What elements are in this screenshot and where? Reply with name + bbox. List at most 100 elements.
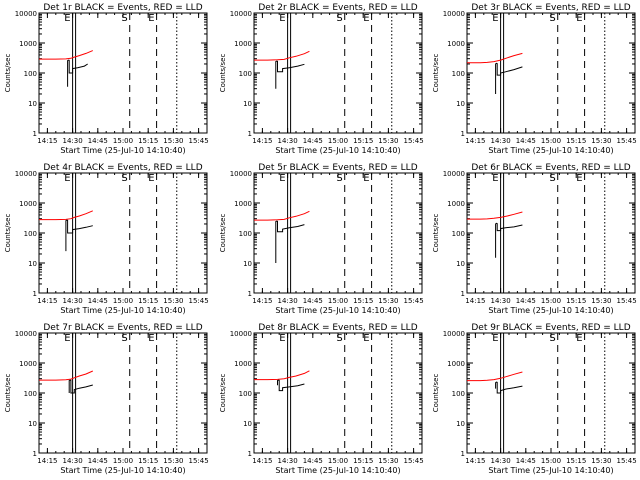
y-tick-label: 1000 — [447, 360, 465, 368]
series-events — [495, 222, 523, 258]
x-tick-label: 14:30 — [278, 457, 298, 465]
x-tick-label: 14:30 — [491, 137, 511, 145]
panel-det-7: Det 7r BLACK = Events, RED = LLD 1 10 100 10… — [4, 323, 209, 475]
y-axis-label: Counts/sec — [432, 54, 440, 93]
series-events — [275, 60, 305, 89]
x-tick-label: 15:00 — [541, 137, 561, 145]
x-tick-label: 15:15 — [138, 457, 158, 465]
y-tick-label: 100 — [239, 230, 252, 238]
y-tick-label: 10000 — [230, 330, 252, 338]
y-tick-label: 10000 — [15, 170, 37, 178]
panel-det-6: Det 6r BLACK = Events, RED = LLD 1 10 100 10… — [432, 163, 637, 315]
y-tick-label: 1000 — [19, 360, 37, 368]
y-axis-label: Counts/sec — [219, 214, 227, 253]
y-tick-label: 10 — [456, 260, 465, 268]
x-axis-label: Start Time (25-Jul-10 14:10:40) — [488, 466, 613, 475]
x-tick-label: 15:15 — [138, 297, 158, 305]
x-tick-label: 14:30 — [278, 297, 298, 305]
panel-det-2: Det 2r BLACK = Events, RED = LLD 1 10 100 10… — [219, 3, 424, 155]
series-lld — [254, 370, 310, 381]
marker-label: E — [363, 13, 369, 24]
x-axis-label: Start Time (25-Jul-10 14:10:40) — [60, 306, 185, 315]
x-tick-label: 15:45 — [404, 457, 424, 465]
y-tick-label: 1 — [461, 130, 465, 138]
y-tick-label: 1000 — [447, 40, 465, 48]
panel-title: Det 2r BLACK = Events, RED = LLD — [258, 3, 417, 13]
panel-title: Det 8r BLACK = Events, RED = LLD — [258, 323, 417, 333]
x-tick-label: 15:30 — [163, 457, 183, 465]
y-tick-label: 10 — [28, 420, 37, 428]
x-tick-label: 15:45 — [189, 137, 209, 145]
y-tick-label: 1 — [33, 450, 37, 458]
marker-label: E — [148, 13, 154, 24]
x-tick-label: 15:45 — [404, 137, 424, 145]
marker-label: S — [121, 333, 127, 344]
x-tick-label: 14:45 — [303, 457, 323, 465]
marker-label: E — [64, 13, 70, 24]
y-tick-label: 1000 — [234, 200, 252, 208]
x-tick-label: 15:30 — [163, 297, 183, 305]
y-tick-label: 10000 — [443, 170, 465, 178]
y-tick-label: 10 — [28, 260, 37, 268]
x-tick-label: 15:00 — [328, 457, 348, 465]
marker-label: S — [549, 173, 555, 184]
y-tick-label: 1000 — [19, 200, 37, 208]
marker-label: E — [363, 173, 369, 184]
x-tick-label: 14:15 — [37, 297, 57, 305]
x-tick-label: 15:45 — [617, 137, 637, 145]
series-lld — [467, 211, 523, 220]
marker-label: E — [148, 333, 154, 344]
marker-label: E — [64, 333, 70, 344]
x-tick-label: 14:45 — [88, 137, 108, 145]
x-tick-label: 14:45 — [88, 457, 108, 465]
plot-frame — [38, 172, 208, 294]
series-lld — [39, 50, 93, 60]
x-tick-label: 15:30 — [591, 457, 611, 465]
series-lld — [467, 371, 523, 382]
y-axis-label: Counts/sec — [4, 374, 12, 413]
marker-label: E — [576, 173, 582, 184]
x-axis-label: Start Time (25-Jul-10 14:10:40) — [60, 466, 185, 475]
x-tick-label: 14:30 — [63, 457, 83, 465]
panel-title: Det 9r BLACK = Events, RED = LLD — [471, 323, 630, 333]
panel-title: Det 1r BLACK = Events, RED = LLD — [43, 3, 202, 13]
y-tick-label: 1000 — [447, 200, 465, 208]
marker-label: E — [279, 333, 285, 344]
x-tick-label: 14:30 — [278, 137, 298, 145]
series-events — [68, 379, 93, 394]
x-tick-label: 14:15 — [37, 457, 57, 465]
panel-det-1: Det 1r BLACK = Events, RED = LLD 1 10 100 10… — [4, 3, 209, 155]
y-tick-label: 100 — [452, 230, 465, 238]
panel-title: Det 4r BLACK = Events, RED = LLD — [43, 163, 202, 173]
panel-det-4: Det 4r BLACK = Events, RED = LLD 1 10 100 10… — [4, 163, 209, 315]
series-events — [277, 379, 305, 392]
x-tick-label: 14:30 — [491, 297, 511, 305]
plot-frame — [38, 12, 208, 134]
x-tick-label: 15:15 — [353, 297, 373, 305]
x-tick-label: 15:30 — [378, 457, 398, 465]
x-tick-label: 15:00 — [113, 137, 133, 145]
marker-label: E — [492, 13, 498, 24]
y-axis-label: Counts/sec — [432, 214, 440, 253]
x-tick-label: 14:15 — [465, 457, 485, 465]
y-tick-label: 10 — [28, 100, 37, 108]
plot-frame — [253, 12, 423, 134]
x-tick-label: 14:15 — [37, 137, 57, 145]
x-axis-label: Start Time (25-Jul-10 14:10:40) — [275, 146, 400, 155]
x-tick-label: 14:30 — [63, 137, 83, 145]
y-tick-label: 10 — [243, 100, 252, 108]
marker-label: E — [279, 13, 285, 24]
marker-label: S — [336, 13, 342, 24]
panel-det-8: Det 8r BLACK = Events, RED = LLD 1 10 100 10… — [219, 323, 424, 475]
y-tick-label: 100 — [24, 230, 37, 238]
y-tick-label: 10000 — [443, 330, 465, 338]
x-tick-label: 15:30 — [378, 137, 398, 145]
x-tick-label: 15:45 — [404, 297, 424, 305]
x-tick-label: 14:15 — [465, 297, 485, 305]
x-tick-label: 14:45 — [516, 137, 536, 145]
x-tick-label: 14:15 — [465, 137, 485, 145]
y-tick-label: 10000 — [15, 10, 37, 18]
plot-frame — [466, 12, 636, 134]
y-tick-label: 1 — [33, 130, 37, 138]
